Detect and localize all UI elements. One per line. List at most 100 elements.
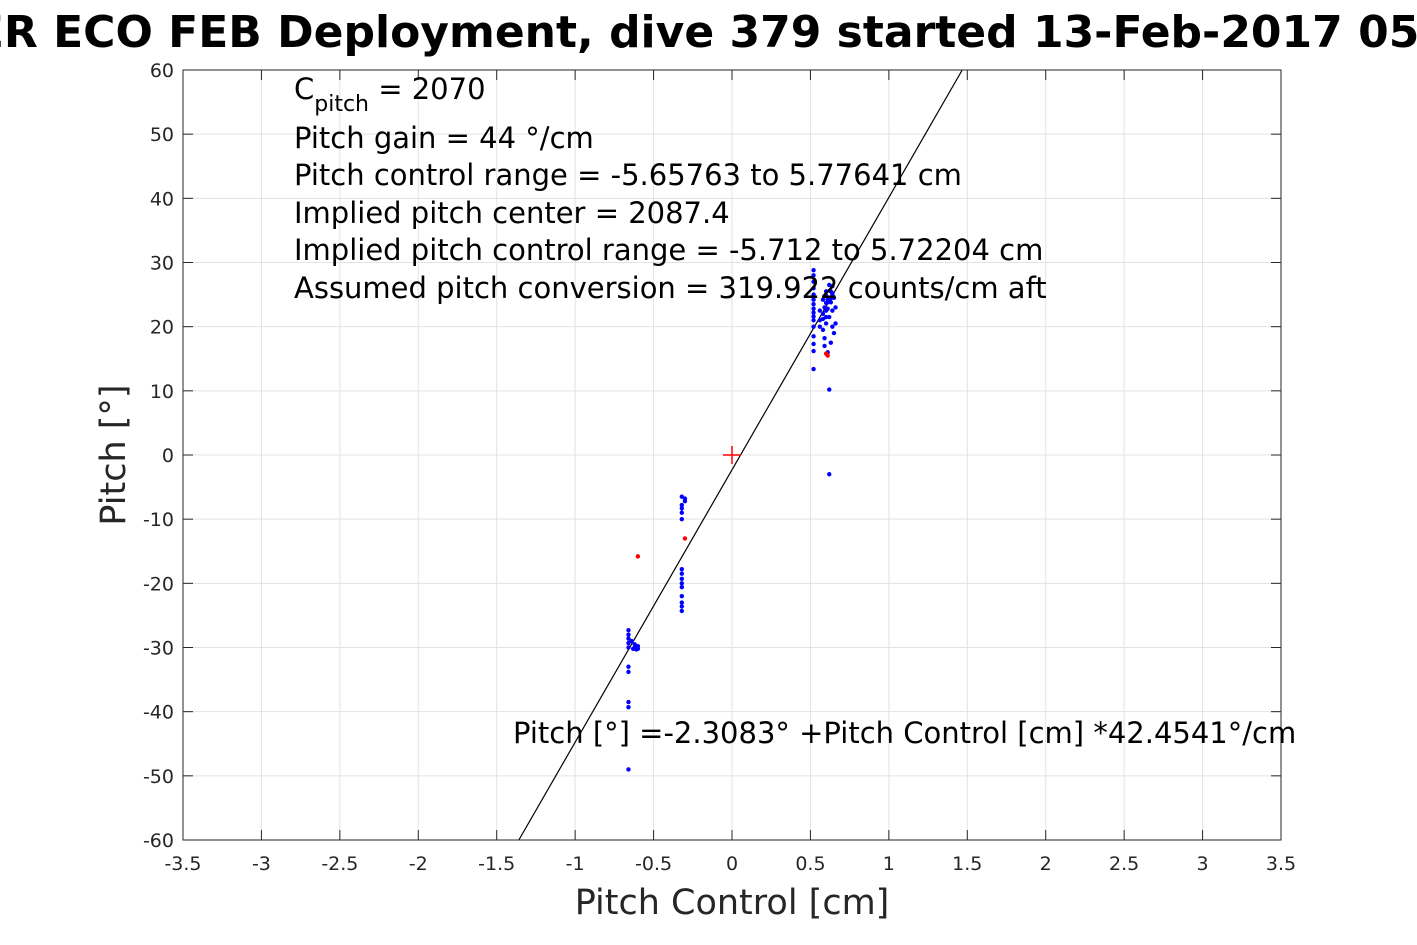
data-points — [626, 268, 838, 772]
data-point — [626, 664, 631, 669]
axis-ticks — [182, 69, 1282, 841]
y-tick-label: -60 — [143, 830, 174, 852]
data-point — [679, 581, 685, 586]
y-tick-label: 40 — [150, 188, 174, 210]
data-point — [827, 387, 832, 392]
x-tick-label: 1.5 — [952, 853, 982, 875]
data-point — [823, 314, 829, 320]
x-tick-label: 2.5 — [1109, 853, 1139, 875]
annotation-block: Cpitch = 2070 Pitch gain = 44 °/cm Pitch… — [294, 72, 1296, 750]
x-axis-label: Pitch Control [cm] — [575, 883, 890, 923]
y-tick-label: -30 — [143, 638, 174, 660]
data-point — [825, 306, 830, 311]
data-point — [626, 627, 631, 633]
y-tick-label: 60 — [150, 60, 174, 82]
data-point — [825, 353, 830, 358]
c-pitch-subscript: pitch — [314, 92, 369, 117]
y-tick-label: 0 — [162, 445, 174, 467]
center-marker-group — [723, 446, 741, 464]
data-point — [817, 308, 823, 313]
implied-center-annotation: Implied pitch center = 2087.4 — [294, 196, 730, 230]
data-point — [811, 348, 816, 354]
data-point — [811, 324, 816, 329]
y-tick-label: 30 — [150, 253, 174, 275]
data-point — [811, 268, 816, 273]
x-tick-label: -2 — [409, 853, 428, 875]
x-tick-label: 0 — [726, 853, 738, 875]
x-tick-label: -1 — [566, 853, 585, 875]
data-point — [831, 295, 837, 300]
x-tick-label: -1.5 — [478, 853, 515, 875]
data-point — [626, 636, 631, 641]
chart-title: ALTER ECO FEB Deployment, dive 379 start… — [0, 7, 1417, 58]
data-point — [833, 305, 838, 310]
c-pitch-symbol: C — [294, 72, 314, 106]
data-point — [679, 584, 685, 590]
x-tick-label: -0.5 — [635, 853, 672, 875]
data-point — [830, 308, 835, 313]
data-point — [679, 506, 685, 511]
data-point — [811, 302, 816, 307]
data-point — [811, 318, 816, 323]
data-point — [827, 314, 832, 320]
data-point — [823, 321, 829, 326]
data-point — [830, 284, 835, 289]
data-point — [831, 330, 837, 336]
data-point — [811, 314, 816, 319]
data-point — [820, 311, 826, 317]
data-point — [679, 576, 685, 582]
data-point — [679, 593, 685, 599]
x-tick-label: -3 — [252, 853, 271, 875]
implied-range-annotation: Implied pitch control range = -5.712 to … — [294, 233, 1043, 267]
x-tick-label: -2.5 — [321, 853, 358, 875]
data-point — [629, 638, 634, 644]
x-tick-labels: -3.5 -3 -2.5 -2 -1.5 -1 -0.5 0 0.5 1 1.5 2 2.5 3 3.5 — [164, 853, 1296, 875]
data-point — [679, 502, 685, 508]
data-point — [811, 334, 816, 339]
data-point — [827, 472, 832, 477]
x-tick-label: 1 — [883, 853, 895, 875]
data-point — [811, 310, 816, 315]
data-point — [635, 554, 641, 559]
pitch-gain-annotation: Pitch gain = 44 °/cm — [294, 121, 594, 155]
data-point — [822, 343, 827, 349]
y-tick-label: 20 — [150, 317, 174, 339]
y-tick-label: -20 — [143, 573, 174, 595]
data-point — [679, 600, 685, 605]
fit-equation-annotation: Pitch [°] =-2.3083° +Pitch Control [cm] … — [513, 716, 1296, 750]
data-point — [811, 366, 816, 372]
data-point — [679, 608, 685, 614]
y-tick-labels: 60 50 40 30 20 10 0 -10 -20 -30 -40 -50 -60 — [143, 60, 174, 852]
data-point — [811, 292, 816, 297]
x-tick-label: 3 — [1197, 853, 1209, 875]
x-tick-label: 3.5 — [1266, 853, 1296, 875]
y-tick-label: -40 — [143, 702, 174, 724]
data-point — [679, 516, 685, 522]
data-point — [679, 571, 685, 576]
data-point — [811, 297, 816, 302]
x-tick-label: 2 — [1040, 853, 1052, 875]
y-axis-label: Pitch [°] — [94, 384, 134, 525]
data-point — [817, 324, 823, 329]
data-point — [682, 536, 688, 541]
data-point — [833, 321, 838, 326]
data-point — [626, 669, 631, 675]
data-point — [626, 704, 631, 710]
data-point — [811, 285, 816, 291]
data-point — [820, 297, 826, 302]
x-tick-label: 0.5 — [795, 853, 825, 875]
data-point — [811, 341, 816, 347]
data-point — [822, 336, 827, 341]
data-point — [626, 632, 631, 637]
data-point — [679, 604, 685, 609]
data-point — [811, 273, 816, 278]
y-tick-label: 50 — [150, 124, 174, 146]
data-point — [626, 699, 631, 705]
y-tick-label: 10 — [150, 381, 174, 403]
data-point — [820, 327, 826, 333]
data-point — [679, 510, 685, 515]
data-point — [635, 646, 641, 651]
c-pitch-value: = 2070 — [369, 72, 486, 106]
data-point — [626, 645, 631, 650]
